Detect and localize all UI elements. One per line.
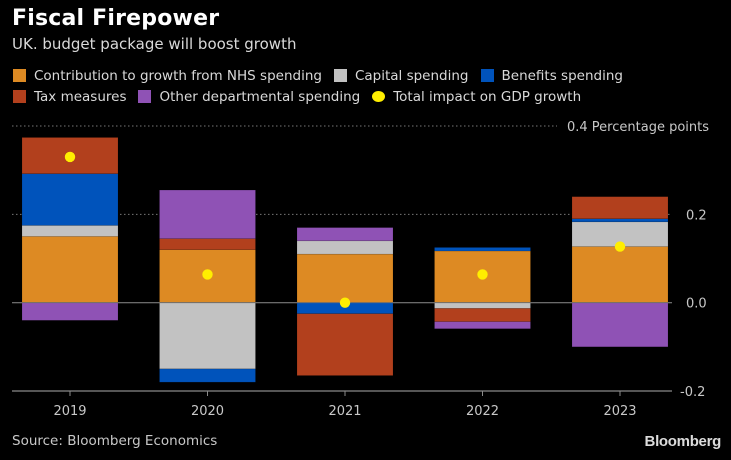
legend-label-nhs: Contribution to growth from NHS spending <box>34 67 322 84</box>
bar-segment-other <box>296 227 394 242</box>
legend-swatch-nhs <box>13 69 26 82</box>
bar-segment-tax <box>434 308 531 322</box>
bar-segment-benefits <box>434 247 531 252</box>
bar-segment-other <box>571 302 669 348</box>
bloomberg-logo: Bloomberg <box>644 433 722 450</box>
total-impact-dot <box>64 151 76 163</box>
bar-segment-other <box>21 302 119 321</box>
y-tick-label: 0.0 <box>686 297 707 312</box>
bar-segment-other <box>159 189 256 239</box>
legend: Contribution to growth from NHS spending… <box>13 65 635 107</box>
legend-row: Contribution to growth from NHS spending… <box>13 65 635 86</box>
source-note: Source: Bloomberg Economics <box>12 433 218 449</box>
bar-segment-capital <box>159 302 256 370</box>
legend-swatch-tax <box>13 90 26 103</box>
legend-item-other: Other departmental spending <box>138 89 360 105</box>
legend-label-capital: Capital spending <box>354 67 469 84</box>
bar-segment-nhs <box>571 246 669 303</box>
bar-segment-nhs <box>21 236 119 303</box>
bar-segment-other <box>434 321 531 329</box>
legend-item-benefits: Benefits spending <box>480 67 623 84</box>
y-tick-label: 0.4 Percentage points <box>567 120 709 135</box>
legend-item-capital: Capital spending <box>333 67 469 84</box>
total-impact-dot <box>339 297 351 308</box>
x-tick-label: 2022 <box>466 404 499 419</box>
legend-swatch-capital <box>333 69 347 82</box>
total-dots <box>64 151 626 308</box>
bar-segment-capital <box>296 240 394 255</box>
x-tick-label: 2023 <box>603 404 636 419</box>
bar-segment-benefits <box>21 173 119 226</box>
bar-segment-tax <box>571 196 669 220</box>
bar-segment-benefits <box>159 368 256 383</box>
bar-segment-tax <box>159 238 256 250</box>
legend-label-tax: Tax measures <box>34 88 127 105</box>
legend-item-total: Total impact on GDP growth <box>372 89 581 105</box>
legend-swatch-benefits <box>480 69 494 82</box>
chart-subtitle: UK. budget package will boost growth <box>12 35 297 53</box>
legend-dot-total <box>372 91 386 102</box>
y-tick-label: -0.2 <box>680 385 705 400</box>
chart-title: Fiscal Firepower <box>12 6 220 31</box>
bar-segment-capital <box>21 225 119 237</box>
legend-label-other: Other departmental spending <box>159 88 361 105</box>
total-impact-dot <box>477 269 488 280</box>
bar-segment-tax <box>296 313 394 376</box>
total-impact-dot <box>202 269 213 280</box>
total-impact-dot <box>614 241 626 252</box>
x-tick-label: 2021 <box>328 404 361 419</box>
legend-item-tax: Tax measures <box>13 89 126 105</box>
bar-segment-nhs <box>296 253 394 303</box>
legend-label-benefits: Benefits spending <box>501 67 623 84</box>
legend-row: Tax measures Other departmental spending… <box>13 86 635 107</box>
bar-segment-capital <box>434 302 531 309</box>
legend-label-total: Total impact on GDP growth <box>393 88 582 105</box>
legend-item-nhs: Contribution to growth from NHS spending <box>13 68 322 84</box>
y-tick-label: 0.2 <box>686 208 707 223</box>
bars <box>21 137 669 383</box>
x-tick-label: 2020 <box>191 404 224 419</box>
legend-swatch-other <box>138 90 152 103</box>
bar-segment-benefits <box>571 218 669 223</box>
x-tick-label: 2019 <box>53 404 86 419</box>
tick-labels: 0.4 Percentage points 0.2 0.0 -0.2 2019 2020 2… <box>53 120 709 419</box>
